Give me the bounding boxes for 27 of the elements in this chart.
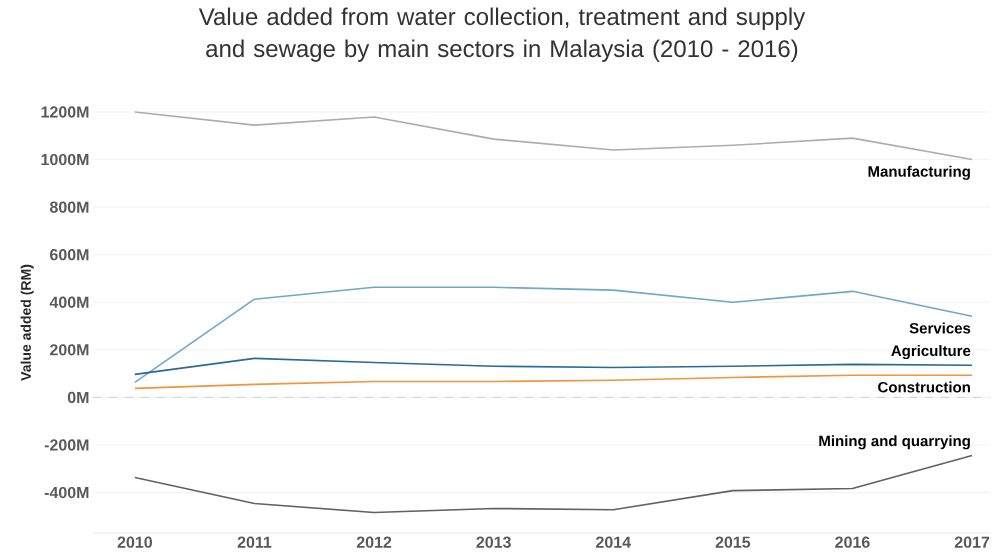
- series-label: Mining and quarrying: [819, 435, 970, 450]
- y-tick-label: 1000M: [41, 153, 89, 166]
- y-tick-label: -400M: [44, 486, 89, 499]
- y-axis-title: Value added (RM): [20, 264, 34, 381]
- series-label: Services: [909, 322, 971, 334]
- x-tick-label: 2012: [356, 536, 392, 548]
- line-series: [134, 357, 973, 376]
- x-tick-label: 2014: [596, 536, 631, 548]
- x-tick-label: 2010: [117, 536, 152, 548]
- chart-title: Value added from water collection, treatment and supply and sewage by main sectors in Malaysia (2010 - 2016): [198, 7, 806, 62]
- y-tick-label: 0M: [67, 391, 89, 404]
- x-tick-label: 2016: [835, 536, 870, 548]
- series-label: Agriculture: [891, 345, 971, 360]
- y-tick-label: 200M: [49, 344, 89, 356]
- y-tick-label: 400M: [49, 296, 89, 308]
- series-label: Construction: [878, 381, 970, 393]
- x-tick-label: 2015: [715, 536, 751, 548]
- line-series: [134, 111, 973, 161]
- y-tick-label: 800M: [49, 201, 89, 213]
- x-tick-label: 2017: [954, 536, 990, 548]
- y-tick-label: -200M: [44, 439, 89, 451]
- line-series: [134, 454, 973, 514]
- y-tick-label: 1200M: [41, 106, 89, 118]
- x-tick-label: 2013: [476, 536, 511, 548]
- series-label: Manufacturing: [868, 165, 970, 180]
- y-tick-label: 600M: [50, 249, 89, 261]
- x-tick-label: 2011: [237, 536, 272, 548]
